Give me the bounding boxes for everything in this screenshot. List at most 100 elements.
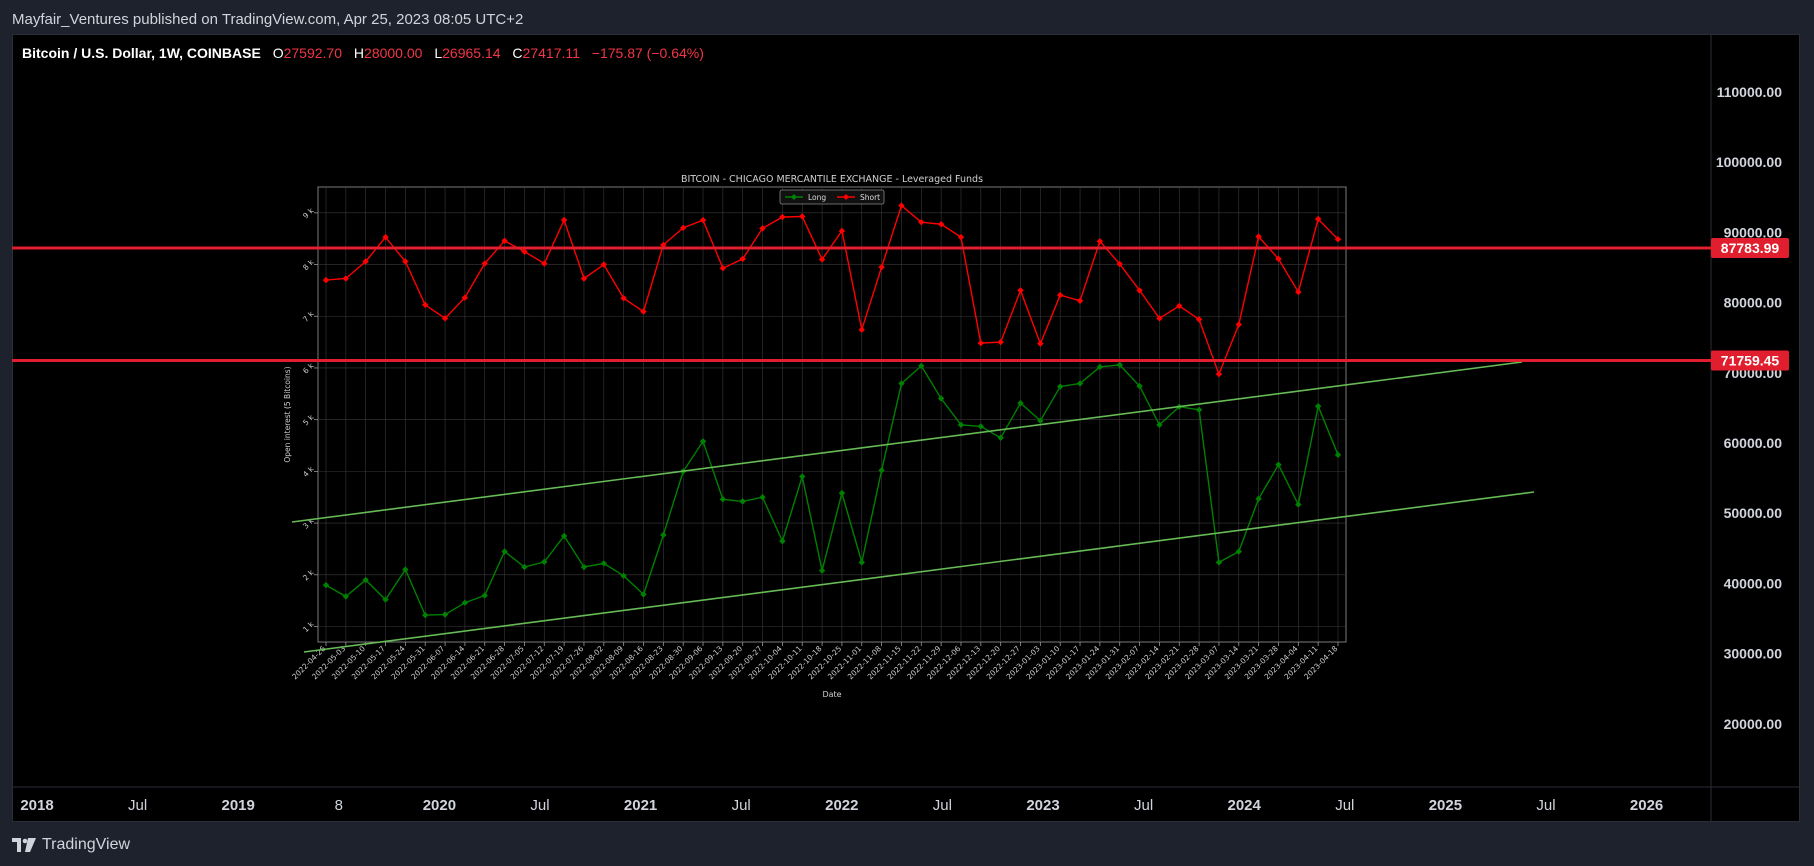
time-axis-label: Jul (1335, 797, 1354, 814)
data-point-short (441, 315, 449, 322)
time-axis-label: Jul (732, 797, 751, 814)
data-point-long (362, 576, 369, 584)
symbol-name[interactable]: Bitcoin / U.S. Dollar, 1W, COINBASE (22, 45, 261, 61)
price-axis-label: 30000.00 (1724, 646, 1783, 662)
data-point-short (759, 225, 766, 232)
data-point-long (977, 423, 985, 430)
data-point-long (1235, 548, 1242, 555)
data-point-long (898, 380, 905, 387)
price-axis-label: 40000.00 (1724, 575, 1783, 591)
data-point-short (997, 338, 1004, 346)
time-axis-label: 2021 (624, 797, 657, 814)
price-axis-label: 110000.00 (1717, 84, 1783, 100)
close-label: C (512, 45, 523, 61)
published-info: Mayfair_Ventures published on TradingVie… (12, 11, 524, 28)
data-point-short (1156, 315, 1163, 322)
data-point-long (858, 559, 865, 566)
data-point-short (600, 261, 608, 268)
price-axis-label: 20000.00 (1724, 716, 1783, 732)
data-point-long (779, 537, 786, 545)
data-point-long (1096, 363, 1104, 371)
data-point-long (541, 558, 548, 566)
price-level-badge-label: 71759.45 (1721, 352, 1780, 368)
data-point-long (441, 611, 449, 618)
lower-channel-trendline (303, 491, 1535, 653)
cot-y-tick-label: 9 k (301, 205, 316, 220)
cot-chart: 2022-04-262022-05-032022-05-102022-05-17… (283, 174, 1347, 699)
low-label: L (434, 45, 443, 61)
open-value: 27592.70 (283, 45, 343, 61)
price-change: −175.87 (−0.64%) (591, 45, 704, 61)
data-point-short (1076, 297, 1084, 304)
price-level-badge-label: 87783.99 (1721, 240, 1780, 256)
chart-pane[interactable] (12, 34, 1800, 822)
cot-y-axis-label: Open interest (5 Bitcoins) (283, 366, 292, 462)
data-point-long (1156, 421, 1163, 429)
high-label: H (353, 45, 365, 61)
high-value: 28000.00 (364, 45, 423, 61)
data-point-long (1056, 383, 1064, 390)
data-point-short (699, 216, 707, 224)
data-point-long (878, 467, 885, 474)
time-axis-label: Jul (933, 797, 952, 814)
brand-name: TradingView (42, 836, 131, 853)
time-axis-label: 2023 (1026, 797, 1059, 814)
data-point-short (1275, 255, 1282, 263)
data-point-long (501, 548, 508, 555)
data-point-long (937, 395, 945, 402)
data-point-long (1295, 501, 1302, 508)
data-point-short (402, 258, 409, 265)
data-point-short (858, 326, 865, 333)
time-axis-label: 2019 (222, 797, 255, 814)
data-point-long (481, 592, 488, 599)
data-point-long (838, 489, 846, 497)
data-point-long (422, 611, 429, 619)
data-point-short (1314, 215, 1322, 223)
data-point-short (660, 241, 667, 249)
open-label: O (272, 45, 284, 61)
low-value: 26965.14 (442, 45, 501, 61)
data-point-long (759, 494, 766, 501)
data-point-long (1116, 361, 1123, 369)
series-line-short (325, 204, 1339, 377)
data-point-short (521, 248, 528, 255)
cot-y-tick-label: 8 k (301, 257, 316, 272)
series-line-long (325, 364, 1339, 616)
price-axis-label: 100000.00 (1716, 154, 1782, 170)
data-point-long (997, 434, 1004, 441)
time-axis-label: 2018 (20, 797, 53, 814)
time-axis-label: 2020 (423, 797, 456, 814)
time-axis-label: Jul (1536, 797, 1555, 814)
legend-marker-long (791, 194, 797, 200)
data-point-long (918, 362, 925, 370)
data-point-short (1255, 233, 1262, 240)
cot-chart-title: BITCOIN - CHICAGO MERCANTILE EXCHANGE - … (681, 174, 983, 185)
tradingview-brand[interactable]: TradingView (12, 836, 130, 854)
data-point-short (382, 233, 389, 241)
data-point-short (501, 237, 508, 244)
data-point-short (1215, 370, 1223, 378)
data-point-short (362, 258, 369, 265)
data-point-short (1136, 287, 1143, 294)
data-point-short (719, 264, 727, 272)
data-point-long (1334, 451, 1342, 459)
cot-y-tick-label: 4 k (301, 464, 316, 479)
data-point-long (1195, 406, 1203, 414)
price-axis-label: 90000.00 (1724, 224, 1783, 240)
time-axis-label: 2024 (1228, 797, 1262, 814)
time-axis-label: Jul (128, 797, 147, 814)
data-point-short (1096, 238, 1104, 245)
data-point-short (640, 308, 647, 315)
time-axis-label: 2026 (1630, 797, 1663, 814)
cot-x-axis-label: Date (822, 690, 841, 699)
data-point-short (461, 294, 469, 301)
legend-label-long: Long (808, 193, 826, 202)
data-point-short (977, 339, 985, 347)
data-point-short (779, 213, 786, 221)
cot-y-tick-label: 2 k (301, 567, 316, 582)
cot-y-tick-label: 1 k (301, 619, 316, 634)
data-point-long (1255, 495, 1262, 502)
data-point-long (1037, 417, 1044, 424)
symbol-legend: Bitcoin / U.S. Dollar, 1W, COINBASE O275… (22, 45, 704, 61)
